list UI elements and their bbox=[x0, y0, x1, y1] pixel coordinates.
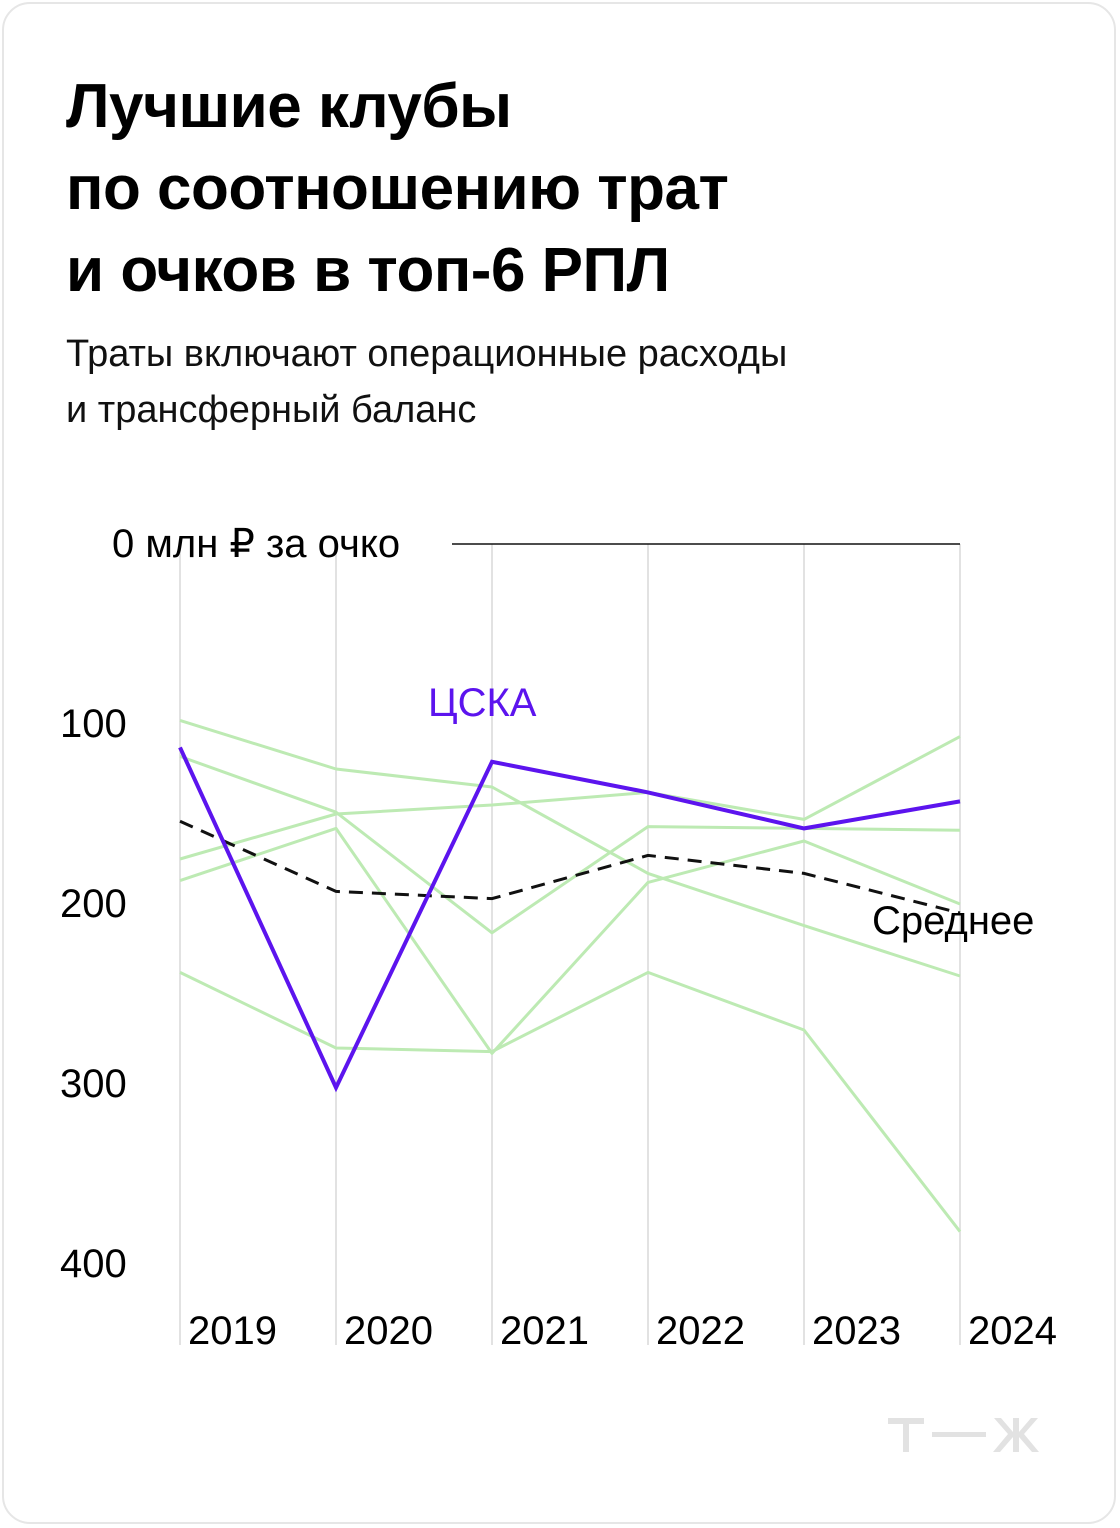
series-other-line-5 bbox=[179, 970, 962, 1233]
title-line-1: Лучшие клубы bbox=[66, 72, 512, 141]
series-other-line-4 bbox=[179, 826, 961, 1055]
series-average-label: Среднее bbox=[872, 899, 1034, 943]
title-line-2: по соотношению трат bbox=[66, 154, 729, 223]
subtitle-line-1: Траты включают операционные расходы bbox=[66, 333, 788, 375]
x-tick-label-2020: 2020 bbox=[344, 1309, 433, 1353]
series-other-line-2 bbox=[179, 754, 961, 935]
x-tick-label-2023: 2023 bbox=[812, 1309, 901, 1353]
y-tick-label: 300 bbox=[60, 1062, 127, 1106]
series-cska-line bbox=[178, 746, 961, 1093]
series-other-line-1 bbox=[179, 718, 961, 978]
chart-title: Лучшие клубы по соотношению трат и очков… bbox=[66, 66, 1066, 312]
chart-subtitle: Траты включают операционные расходы и тр… bbox=[66, 326, 1066, 438]
x-tick-label-2019: 2019 bbox=[188, 1309, 277, 1353]
x-tick-label-2021: 2021 bbox=[500, 1309, 589, 1353]
y-tick-label: 400 bbox=[60, 1242, 127, 1286]
series-average-line bbox=[179, 819, 961, 915]
tzh-logo-icon bbox=[888, 1418, 1039, 1452]
series-cska-label: ЦСКА bbox=[428, 681, 537, 725]
y-tick-label: 0 млн ₽ за очко bbox=[112, 522, 400, 566]
y-tick-label: 100 bbox=[60, 702, 127, 746]
title-line-3: и очков в топ-6 РПЛ bbox=[66, 236, 670, 305]
series-other-line-3 bbox=[179, 735, 961, 861]
subtitle-line-2: и трансферный баланс bbox=[66, 389, 477, 431]
x-tick-label-2022: 2022 bbox=[656, 1309, 745, 1353]
y-tick-label: 200 bbox=[60, 882, 127, 926]
x-tick-label-2024: 2024 bbox=[968, 1309, 1057, 1353]
